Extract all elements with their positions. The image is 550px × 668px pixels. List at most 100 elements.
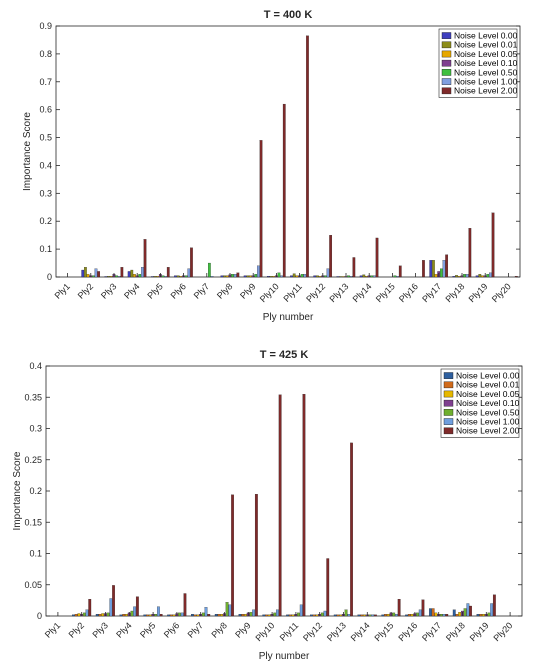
bar — [154, 614, 158, 617]
bar — [431, 608, 435, 617]
x-axis-label: Ply number — [263, 312, 314, 323]
bar — [88, 599, 92, 617]
x-tick-label: Ply6 — [162, 620, 181, 639]
bar — [445, 254, 449, 278]
bar — [371, 614, 375, 617]
bar — [333, 614, 337, 617]
bar — [278, 394, 282, 617]
bar — [481, 275, 484, 278]
bar — [306, 35, 309, 278]
bar — [418, 609, 422, 617]
bar — [82, 612, 86, 617]
legend-box — [440, 368, 520, 438]
bar — [180, 612, 184, 617]
bar — [339, 276, 342, 278]
x-tick-label: Ply7 — [186, 620, 205, 639]
bar — [323, 610, 327, 617]
legend-swatch — [443, 399, 454, 407]
bar — [365, 276, 368, 278]
bar — [336, 614, 340, 617]
legend-entry: Noise Level 0.01 — [454, 40, 518, 50]
bar — [252, 609, 256, 617]
bar — [148, 614, 152, 617]
y-tick-label: 0.1 — [39, 244, 52, 254]
x-tick-label: Ply7 — [192, 281, 211, 300]
bar — [320, 612, 324, 617]
bar — [166, 267, 170, 278]
bar — [191, 614, 194, 617]
bar — [303, 274, 307, 278]
bar — [344, 609, 348, 617]
bar — [97, 271, 101, 278]
bar — [363, 614, 366, 617]
bar — [384, 614, 387, 617]
bar — [74, 614, 78, 617]
bar — [161, 275, 165, 278]
bar — [395, 614, 398, 617]
bar — [416, 612, 419, 617]
chart-title: T = 425 K — [260, 349, 309, 361]
bar — [133, 274, 136, 278]
bar — [434, 274, 438, 278]
y-tick-label: 0.1 — [29, 549, 42, 559]
bar — [336, 276, 340, 278]
x-tick-label: Ply15 — [373, 620, 396, 643]
bar — [104, 276, 108, 278]
bar — [220, 614, 224, 617]
bar — [243, 275, 247, 278]
legend-entry: Noise Level 1.00 — [454, 77, 518, 87]
x-tick-label: Ply6 — [169, 281, 188, 300]
y-tick-label: 0.35 — [24, 392, 42, 402]
legend-entry: Noise Level 1.00 — [456, 417, 520, 427]
bar — [452, 609, 456, 617]
legend-entry: Noise Level 0.00 — [454, 31, 518, 41]
bar — [257, 265, 260, 278]
x-tick-label: Ply4 — [114, 620, 133, 639]
bar — [233, 274, 237, 278]
x-tick-label: Ply15 — [374, 281, 397, 304]
bar — [156, 276, 159, 278]
legend-swatch — [441, 87, 452, 95]
y-tick-label: 0.05 — [24, 580, 42, 590]
x-tick-label: Ply3 — [90, 620, 109, 639]
bar — [201, 612, 205, 617]
legend-entry: Noise Level 0.10 — [454, 58, 518, 68]
x-tick-label: Ply13 — [327, 281, 350, 304]
bar — [249, 612, 253, 617]
legend-box — [438, 28, 518, 98]
bar — [112, 585, 115, 617]
x-tick-label: Ply2 — [67, 620, 86, 639]
y-axis-label: Importance Score — [22, 112, 33, 191]
bar — [164, 276, 167, 278]
bar — [288, 614, 292, 617]
bar — [490, 603, 494, 617]
bar — [115, 275, 118, 278]
y-tick-label: 0.9 — [39, 21, 52, 31]
bar — [127, 271, 131, 278]
bar — [193, 614, 197, 617]
bar — [81, 269, 85, 278]
bar — [228, 604, 232, 617]
bar — [277, 272, 281, 278]
bar — [269, 276, 273, 278]
bar — [183, 593, 187, 617]
bar — [135, 596, 139, 617]
legend-entry: Noise Level 0.50 — [454, 67, 518, 77]
bar — [326, 558, 330, 617]
bar — [231, 274, 234, 278]
bar — [119, 614, 123, 617]
bar — [439, 614, 443, 617]
x-tick-label: Ply16 — [396, 620, 419, 643]
x-tick-label: Ply5 — [138, 620, 157, 639]
bar — [475, 275, 479, 278]
bar — [98, 614, 102, 617]
legend-swatch — [443, 427, 454, 435]
bar — [457, 276, 461, 278]
x-tick-label: Ply11 — [281, 281, 304, 304]
bar — [397, 599, 401, 617]
bar — [386, 614, 390, 617]
bar — [313, 275, 317, 278]
